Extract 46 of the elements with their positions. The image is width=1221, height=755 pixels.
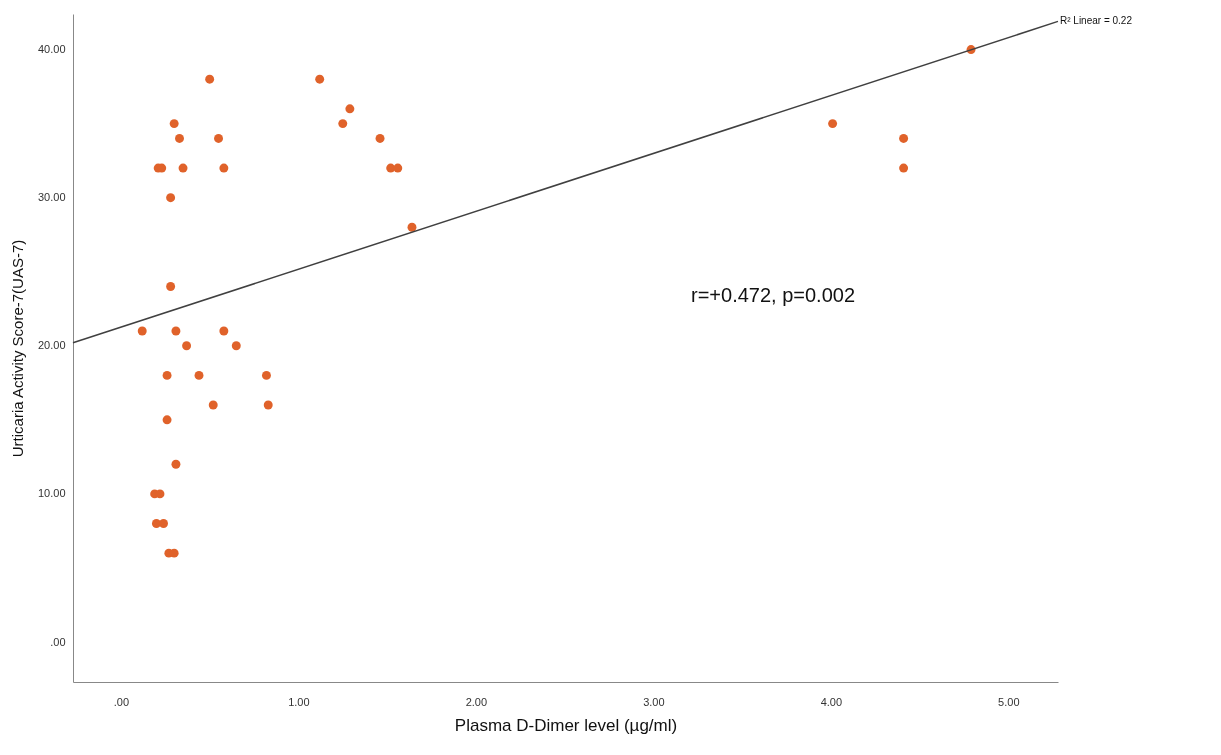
y-tick-label: 40.00	[37, 43, 66, 56]
point	[263, 400, 273, 410]
x-tick-label: 2.00	[465, 695, 488, 708]
point	[166, 282, 176, 291]
point	[899, 133, 909, 143]
point	[182, 341, 192, 351]
point	[231, 341, 241, 351]
y-tick-label: 20.00	[37, 339, 66, 352]
point	[214, 133, 223, 143]
point	[162, 370, 172, 380]
point	[261, 370, 271, 380]
y-axis-title: Urticaria Activity Score-7(UAS-7)	[8, 239, 26, 458]
point	[828, 119, 838, 129]
point	[151, 519, 161, 528]
annotation: R² Linear = 0.22	[1060, 15, 1133, 27]
point	[393, 163, 403, 173]
point	[175, 133, 184, 143]
y-tick-label: 10.00	[37, 487, 66, 500]
point	[137, 326, 147, 336]
x-tick-label: 3.00	[643, 695, 665, 708]
point	[345, 104, 355, 114]
point	[219, 326, 229, 336]
point	[166, 193, 176, 203]
point	[178, 163, 188, 173]
point	[205, 74, 215, 84]
x-tick-label: 1.00	[288, 695, 310, 708]
point	[375, 133, 385, 143]
annotation: r=+0.472, p=0.002	[690, 284, 856, 306]
y-tick-label: 30.00	[37, 191, 66, 204]
point	[162, 415, 172, 425]
point	[899, 163, 909, 173]
point	[171, 326, 181, 336]
point	[159, 519, 168, 528]
x-tick-label: 4.00	[820, 695, 843, 708]
x-tick-label: .00	[113, 695, 130, 708]
x-axis-title: Plasma D-Dimer level (µg/ml)	[454, 715, 678, 735]
x-tick-label: 5.00	[998, 695, 1020, 708]
point	[169, 119, 179, 129]
point	[407, 222, 417, 232]
point	[338, 119, 348, 129]
point	[171, 459, 181, 469]
point	[194, 370, 204, 380]
point	[315, 74, 325, 84]
point	[208, 400, 218, 410]
point	[219, 163, 229, 173]
y-tick-label: .00	[50, 635, 66, 648]
